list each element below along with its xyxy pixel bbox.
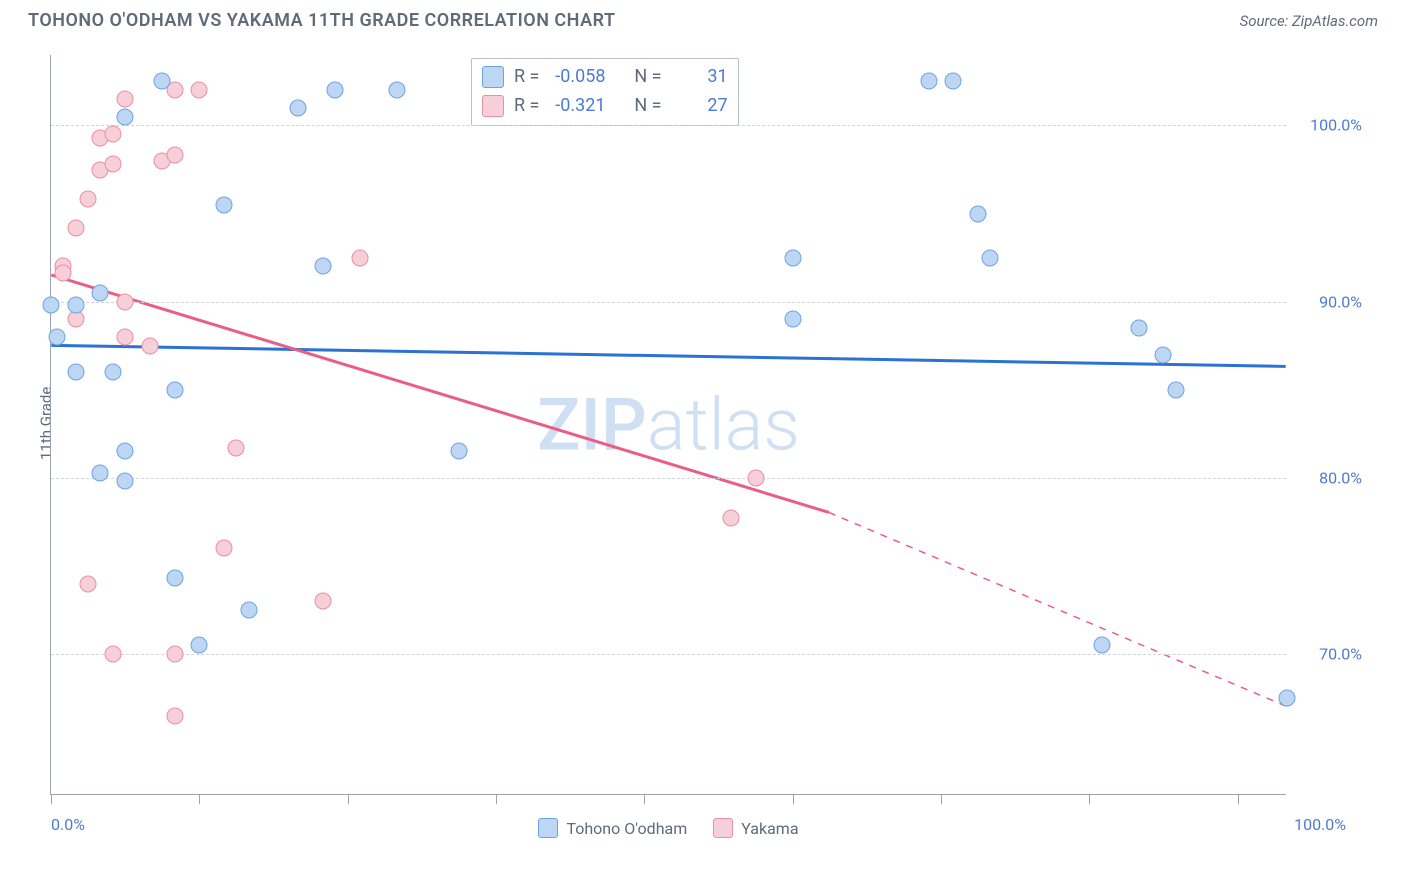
data-point: [117, 91, 134, 108]
data-point: [117, 293, 134, 310]
data-point: [43, 297, 60, 314]
data-point: [314, 593, 331, 610]
data-point: [389, 82, 406, 99]
data-point: [104, 364, 121, 381]
x-tick: [1238, 794, 1239, 804]
y-tick-label: 100.0%: [1310, 116, 1362, 135]
data-point: [154, 73, 171, 90]
correlation-row-series2: R = -0.321 N = 27: [482, 92, 728, 121]
gridline: [51, 654, 1286, 655]
legend-swatch-series1: [482, 66, 504, 88]
data-point: [722, 510, 739, 527]
data-point: [166, 381, 183, 398]
data-point: [117, 108, 134, 125]
data-point: [970, 205, 987, 222]
data-point: [1093, 637, 1110, 654]
data-point: [228, 439, 245, 456]
data-point: [55, 265, 72, 282]
data-point: [92, 464, 109, 481]
regression-lines: [51, 55, 1286, 794]
data-point: [450, 443, 467, 460]
x-tick: [348, 794, 349, 804]
data-point: [290, 99, 307, 116]
y-tick-label: 70.0%: [1319, 645, 1362, 664]
data-point: [945, 73, 962, 90]
data-point: [784, 249, 801, 266]
data-point: [67, 364, 84, 381]
gridline: [51, 125, 1286, 126]
plot-area: ZIPatlas R = -0.058 N = 31 R = -0.321 N …: [50, 55, 1286, 795]
data-point: [920, 73, 937, 90]
data-point: [92, 284, 109, 301]
data-point: [1155, 346, 1172, 363]
legend-swatch-icon: [538, 818, 558, 838]
data-point: [982, 249, 999, 266]
gridline: [51, 478, 1286, 479]
x-tick: [51, 794, 52, 804]
data-point: [104, 646, 121, 663]
x-tick: [1089, 794, 1090, 804]
x-tick: [644, 794, 645, 804]
data-point: [117, 443, 134, 460]
source-attribution: Source: ZipAtlas.com: [1240, 12, 1378, 30]
data-point: [67, 297, 84, 314]
data-point: [80, 575, 97, 592]
data-point: [141, 337, 158, 354]
legend-swatch-series2: [482, 95, 504, 117]
data-point: [1167, 381, 1184, 398]
bottom-legend: Tohono O'odham Yakama: [51, 818, 1286, 838]
data-point: [747, 469, 764, 486]
x-tick: [793, 794, 794, 804]
watermark: ZIPatlas: [537, 382, 800, 467]
gridline: [51, 302, 1286, 303]
data-point: [166, 707, 183, 724]
data-point: [352, 249, 369, 266]
data-point: [166, 147, 183, 164]
data-point: [1279, 690, 1296, 707]
data-point: [67, 219, 84, 236]
data-point: [80, 191, 97, 208]
x-tick: [199, 794, 200, 804]
data-point: [216, 540, 233, 557]
data-point: [191, 82, 208, 99]
data-point: [327, 82, 344, 99]
x-tick: [496, 794, 497, 804]
data-point: [166, 570, 183, 587]
data-point: [1130, 320, 1147, 337]
legend-item-series1: Tohono O'odham: [538, 818, 687, 838]
correlation-row-series1: R = -0.058 N = 31: [482, 63, 728, 92]
data-point: [49, 328, 66, 345]
data-point: [191, 637, 208, 654]
x-axis-max-label: 100.0%: [1294, 815, 1346, 834]
chart-title: TOHONO O'ODHAM VS YAKAMA 11TH GRADE CORR…: [28, 10, 616, 31]
data-point: [314, 258, 331, 275]
correlation-legend: R = -0.058 N = 31 R = -0.321 N = 27: [471, 58, 739, 126]
data-point: [117, 328, 134, 345]
data-point: [166, 646, 183, 663]
data-point: [104, 156, 121, 173]
y-tick-label: 90.0%: [1319, 292, 1362, 311]
legend-swatch-icon: [713, 818, 733, 838]
data-point: [216, 196, 233, 213]
x-tick: [941, 794, 942, 804]
data-point: [240, 602, 257, 619]
y-tick-label: 80.0%: [1319, 468, 1362, 487]
data-point: [104, 126, 121, 143]
data-point: [117, 473, 134, 490]
legend-item-series2: Yakama: [713, 818, 798, 838]
data-point: [784, 311, 801, 328]
